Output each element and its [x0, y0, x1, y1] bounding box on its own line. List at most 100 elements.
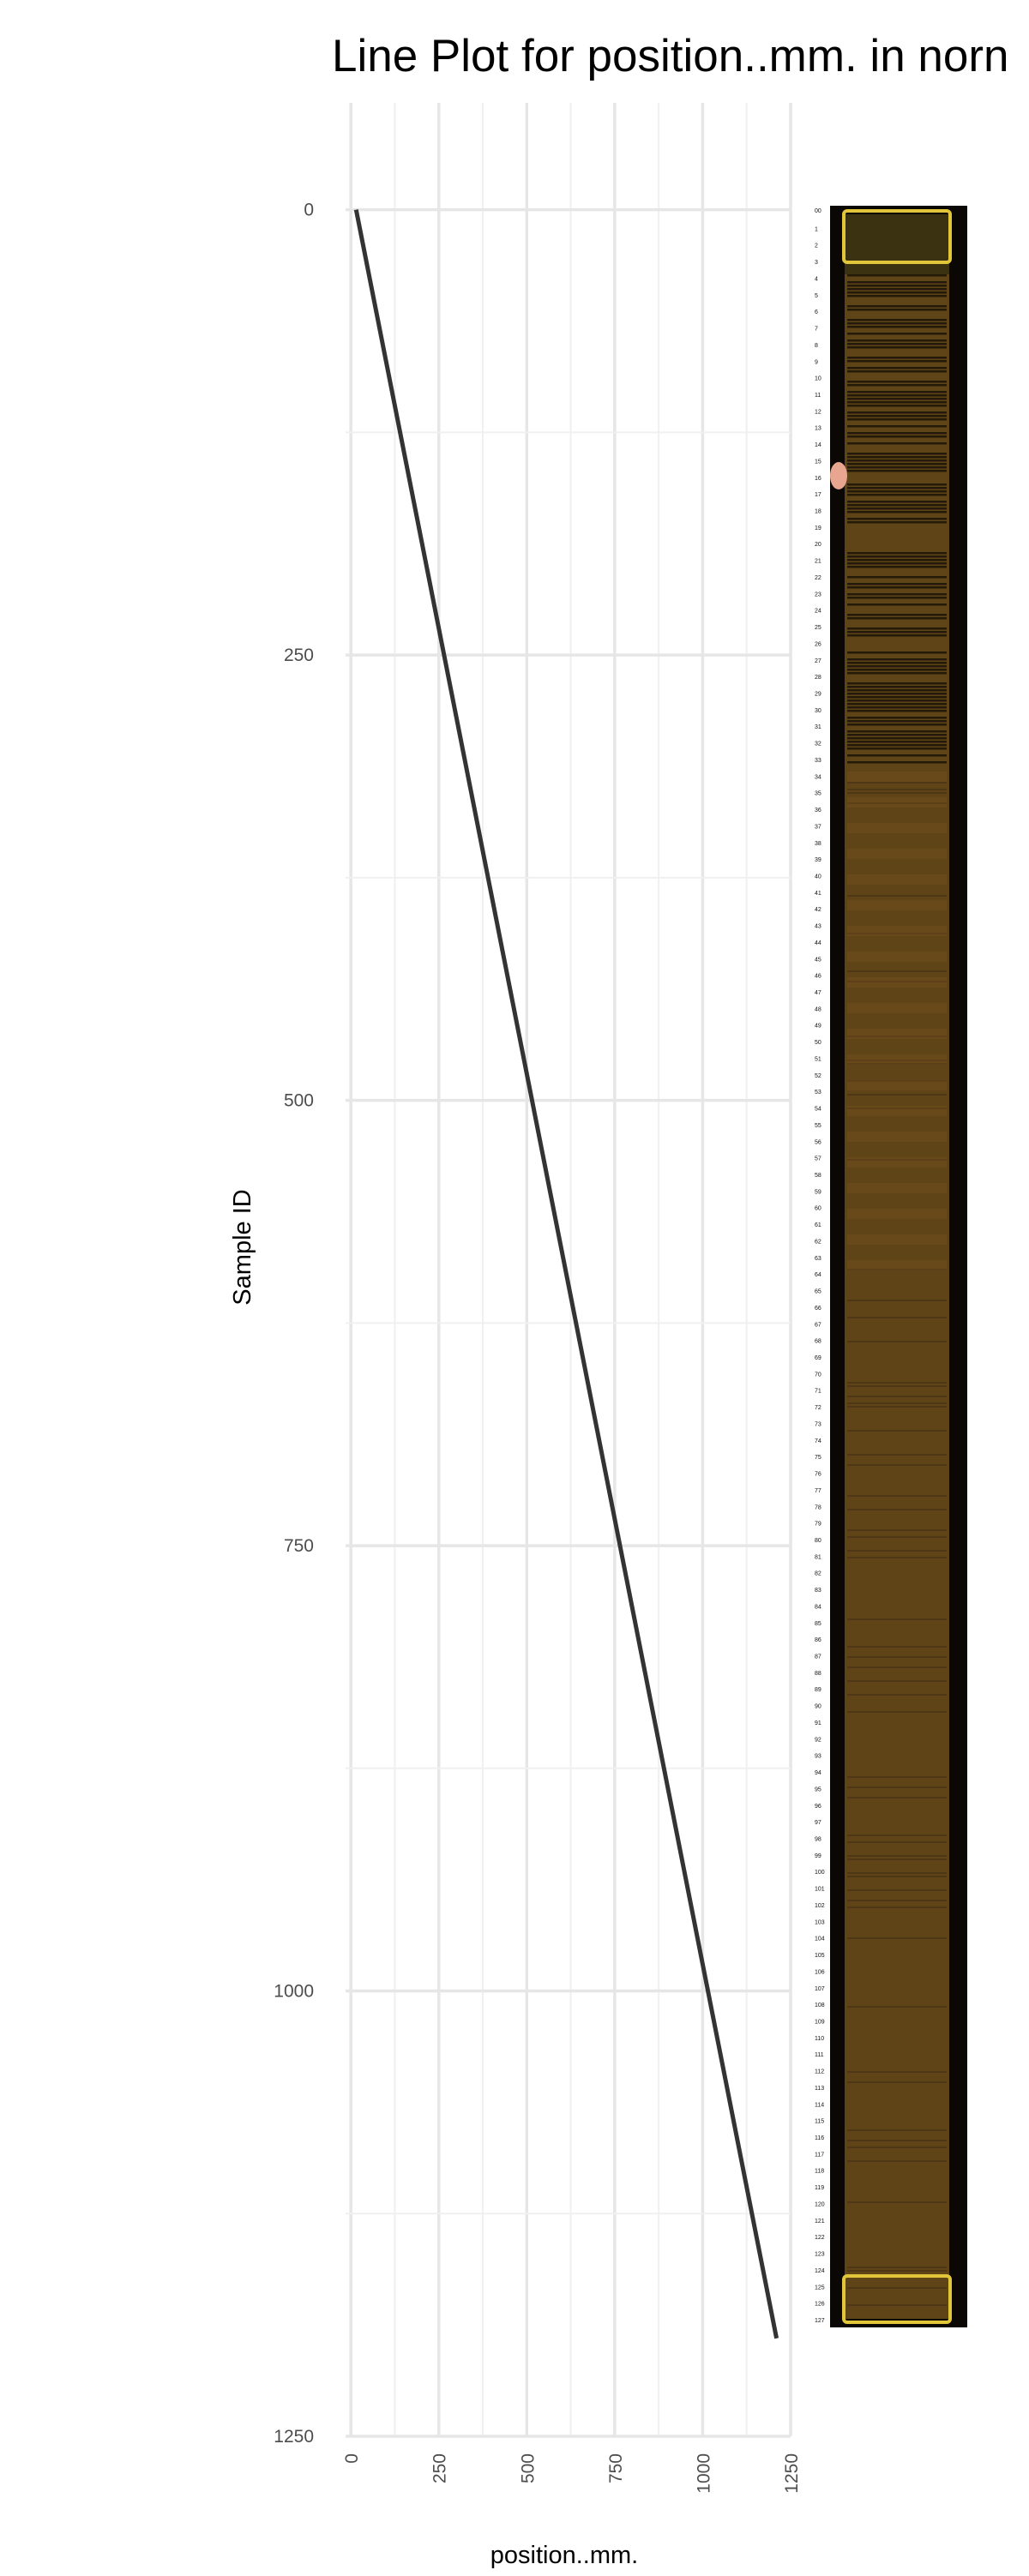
- core-lamination: [847, 470, 947, 472]
- core-sample-label: 56: [815, 1139, 821, 1145]
- core-sample-label: 49: [815, 1024, 821, 1030]
- core-lamination: [847, 706, 947, 709]
- core-lamination: [847, 603, 947, 606]
- core-sample-label: 57: [815, 1156, 821, 1162]
- core-lamination: [847, 319, 947, 321]
- core-lamination: [847, 1063, 947, 1065]
- core-lamination: [847, 2201, 947, 2203]
- core-lamination: [847, 1711, 947, 1713]
- core-sample-label: 83: [815, 1588, 821, 1594]
- core-sample-label: 114: [815, 2102, 824, 2108]
- core-lamination: [847, 672, 947, 675]
- core-lamination: [847, 322, 947, 325]
- series-line: [353, 209, 779, 2339]
- core-lamination: [847, 456, 947, 459]
- core-lamination: [847, 552, 947, 555]
- core-sample-label: 95: [815, 1786, 821, 1792]
- core-lamination: [847, 658, 947, 661]
- chart-title: Line Plot for position..mm. in norn: [332, 31, 1009, 81]
- core-sample-label: 66: [815, 1306, 821, 1312]
- core-lamination: [847, 1786, 947, 1788]
- core-lamination: [847, 398, 947, 400]
- core-sample-label: 9: [815, 359, 818, 365]
- x-tick-label: 750: [606, 2453, 626, 2483]
- core-sample-label: 12: [815, 409, 821, 415]
- core-sample-label: 6: [815, 309, 818, 315]
- core-lamination: [847, 1317, 947, 1318]
- core-sample-label: 70: [815, 1372, 821, 1378]
- y-tick-label: 250: [284, 646, 314, 665]
- core-lamination: [847, 487, 947, 489]
- core-sample-label: 53: [815, 1090, 821, 1096]
- core-sample-label: 104: [815, 1937, 825, 1943]
- core-band: [847, 1003, 947, 1013]
- core-sample-label: 5: [815, 293, 818, 299]
- core-lamination: [847, 1776, 947, 1778]
- core-lamination: [847, 405, 947, 407]
- core-sample-label: 14: [815, 442, 821, 448]
- core-sample-label: 98: [815, 1836, 821, 1842]
- core-sample-label: 50: [815, 1040, 821, 1046]
- core-sample-label: 1: [815, 226, 818, 232]
- core-lamination: [847, 981, 947, 982]
- core-sample-label: 29: [815, 692, 821, 698]
- core-sample-label: 103: [815, 1919, 825, 1925]
- core-sample-label: 17: [815, 492, 821, 498]
- core-sample-label: 11: [815, 393, 821, 399]
- core-sample-label: 13: [815, 426, 821, 432]
- core-sample-label: 75: [815, 1455, 821, 1461]
- core-sample-label: 3: [815, 260, 818, 266]
- core-lamination: [847, 501, 947, 503]
- core-lamination: [847, 1834, 947, 1836]
- core-image: 0012345678910111213141516171819202122232…: [797, 202, 978, 2331]
- core-lamination: [847, 1618, 947, 1620]
- core-lamination: [847, 360, 947, 363]
- core-sample-label: 51: [815, 1056, 821, 1062]
- core-sample-label: 122: [815, 2235, 825, 2241]
- core-sample-label: 76: [815, 1472, 821, 1478]
- core-lamination: [847, 576, 947, 579]
- core-band: [847, 1157, 947, 1168]
- core-lamination: [847, 1454, 947, 1456]
- core-sample-label: 94: [815, 1770, 821, 1776]
- core-lamination: [847, 970, 947, 972]
- core-sample-label: 24: [815, 609, 821, 615]
- core-sample-label: 62: [815, 1239, 821, 1245]
- core-band: [847, 952, 947, 962]
- core-sample-label: 61: [815, 1222, 821, 1228]
- core-lamination: [847, 1858, 947, 1860]
- core-sample-label: 111: [815, 2052, 824, 2058]
- core-lamination: [847, 933, 947, 934]
- y-tick-label: 500: [284, 1091, 314, 1111]
- core-sample-label: 124: [815, 2268, 825, 2274]
- core-sample-label: 63: [815, 1256, 821, 1262]
- core-sample-label: 109: [815, 2019, 825, 2025]
- core-sample-label: 41: [815, 891, 821, 897]
- core-lamination: [847, 394, 947, 397]
- core-lamination: [847, 1876, 947, 1877]
- core-lamination: [847, 686, 947, 688]
- core-lamination: [847, 741, 947, 743]
- core-sample-label: 21: [815, 559, 821, 565]
- core-sample-label: 16: [815, 476, 821, 482]
- core-sample-label: 22: [815, 575, 821, 581]
- core-sample-label: 54: [815, 1107, 821, 1113]
- core-lamination: [847, 1536, 947, 1538]
- core-lamination: [847, 700, 947, 702]
- core-lamination: [847, 291, 947, 294]
- core-band: [847, 1183, 947, 1193]
- core-fragment: [830, 462, 847, 489]
- core-lamination: [847, 748, 947, 750]
- core-lamination: [847, 2304, 947, 2306]
- core-lamination: [847, 555, 947, 558]
- core-sample-label: 88: [815, 1671, 821, 1677]
- core-sample-label: 58: [815, 1173, 821, 1179]
- core-lamination: [847, 370, 947, 373]
- core-lamination: [847, 792, 947, 794]
- core-band: [847, 1234, 947, 1245]
- core-lamination: [847, 720, 947, 723]
- core-sample-label: 25: [815, 625, 821, 631]
- core-sample-label: 7: [815, 327, 818, 333]
